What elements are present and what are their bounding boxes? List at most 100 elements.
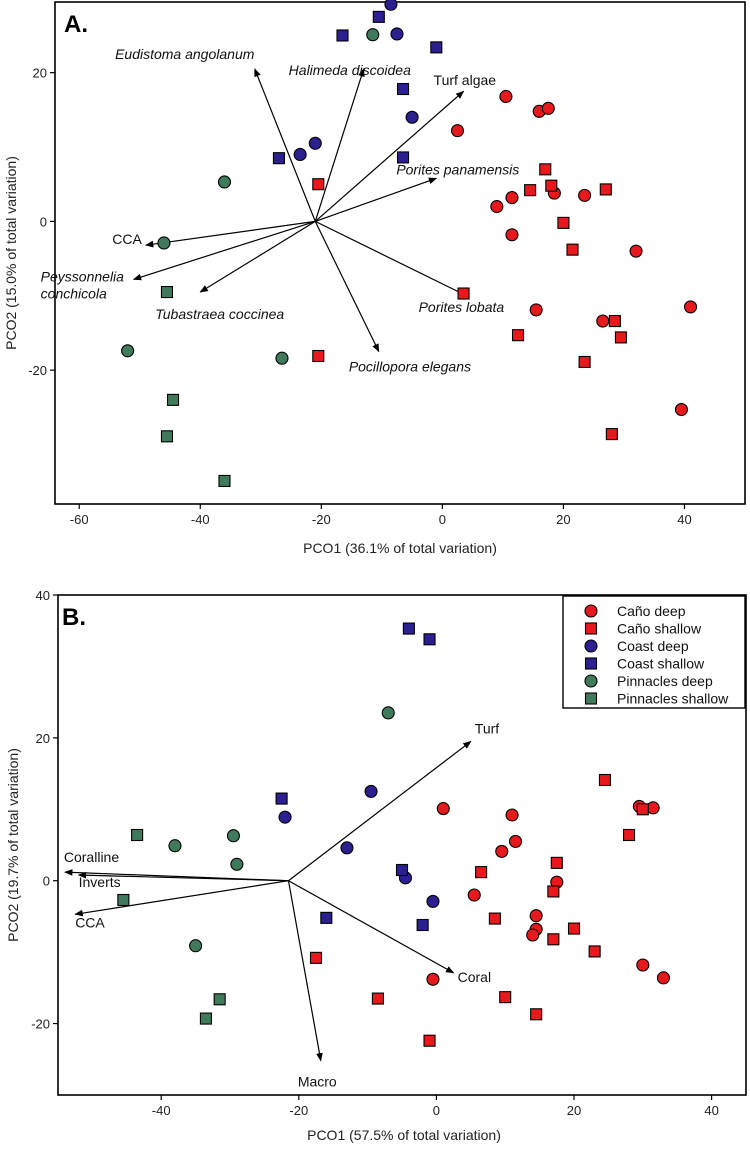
vector-label-inverts: Inverts [79,874,121,890]
point-pinnacles-shallow [166,393,180,406]
x-tick-label: -20 [289,1103,308,1118]
point-cano-shallow [511,329,525,342]
point-cano-deep [505,808,519,822]
point-pinnacles-deep [168,839,182,853]
point-cano-shallow [567,922,581,935]
point-cano-shallow [524,184,537,197]
vector-label-peyssonnelia-conchicola: Peyssonnelia conchicola [41,268,124,301]
point-cano-deep [674,402,688,417]
point-pinnacles-deep [226,829,240,843]
point-coast-shallow [402,622,415,635]
point-cano-shallow [547,885,560,898]
x-tick-label: 0 [433,1103,440,1118]
point-cano-shallow [488,912,501,925]
vector-coral [288,880,455,974]
point-cano-deep [436,802,450,816]
vector-label-pocillopora-elegans: Pocillopora elegans [349,359,471,375]
legend-label-cano-deep: Caño deep [617,603,686,619]
point-cano-deep [656,971,670,985]
point-cano-deep [495,844,509,858]
point-cano-deep [646,801,660,815]
plot-frame [57,594,747,1096]
legend-label-pinnacles-deep: Pinnacles deep [617,673,713,689]
vector-label-turf-algae: Turf algae [434,72,497,88]
point-cano-deep [490,199,504,214]
vector-label-halimeda-discoidea: Halimeda discoidea [289,62,411,78]
vector-tubastraea-coccinea [199,220,316,293]
x-tick-label: -60 [70,512,89,527]
vector-turf [288,740,472,882]
point-coast-deep [293,147,307,162]
vector-halimeda-discoidea [314,68,365,222]
y-tick-label: -20 [28,363,47,378]
point-cano-deep [629,244,643,258]
panel-label: A. [64,11,88,38]
x-tick-label: 40 [677,512,691,527]
point-cano-shallow [499,991,512,1004]
vector-label-coralline: Coralline [64,849,119,865]
x-axis-label: PCO1 (57.5% of total variation) [307,1127,501,1143]
point-coast-deep [340,841,354,855]
point-coast-shallow [395,863,409,877]
legend-marker-cano-deep [584,604,598,618]
axis-ticks: -40 -20 0 20 40 -20 0 20 40 [31,588,719,1118]
point-cano-shallow [312,178,325,191]
data-points [117,622,670,1047]
vector-label-turf: Turf [475,720,499,736]
x-axis-label: PCO1 (36.1% of total variation) [303,540,497,556]
point-cano-shallow [605,428,618,441]
vector-peyssonnelia-conchicola [132,220,316,281]
vector-label-coral: Coral [458,969,491,985]
data-points [121,0,698,487]
point-cano-shallow [557,216,570,229]
point-cano-shallow [423,1034,436,1047]
point-cano-deep [529,909,543,923]
point-pinnacles-deep [230,857,244,871]
vector-porites-lobata [314,220,468,297]
point-coast-shallow [396,151,410,164]
point-pinnacles-shallow [160,430,174,443]
point-cano-shallow [614,331,627,344]
point-cano-shallow [457,287,470,300]
point-cano-shallow [578,355,591,369]
point-coast-shallow [430,41,443,54]
legend-label-cano-shallow: Caño shallow [617,621,702,637]
point-cano-deep [426,972,440,986]
y-axis-label: PCO2 (19.7% of total variation) [5,748,21,942]
point-cano-shallow [371,992,384,1005]
y-tick-label: 0 [43,874,50,889]
point-cano-deep [505,228,519,242]
point-cano-shallow [312,349,325,363]
point-pinnacles-shallow [218,474,231,487]
point-coast-deep [426,894,440,908]
point-cano-shallow [475,866,488,879]
point-cano-deep [529,303,543,317]
point-cano-shallow [566,243,579,256]
point-cano-shallow [550,856,563,869]
y-tick-label: -20 [31,1017,50,1032]
vector-pocillopora-elegans [314,221,380,353]
vector-inverts [77,871,289,882]
point-cano-deep [596,314,610,328]
y-tick-label: 40 [36,588,50,603]
point-pinnacles-deep [366,28,380,42]
vector-label-macro: Macro [298,1074,337,1090]
legend-marker-pinnacles-deep [584,674,598,688]
point-pinnacles-deep [381,706,395,720]
y-tick-label: 0 [40,214,47,229]
x-tick-label: -20 [312,512,331,527]
point-coast-deep [384,0,398,11]
point-cano-deep [683,300,698,314]
point-cano-shallow [539,163,552,176]
vector-arrows: Turf Coralline Inverts CCA Coral Macro [64,720,499,1089]
x-tick-label: 0 [439,512,446,527]
vector-label-tubastraea-coccinea: Tubastraea coccinea [155,306,284,322]
point-cano-shallow [545,179,558,192]
x-tick-label: 20 [556,512,570,527]
point-coast-shallow [320,911,333,924]
plot-frame [54,1,746,505]
point-coast-shallow [272,152,285,165]
